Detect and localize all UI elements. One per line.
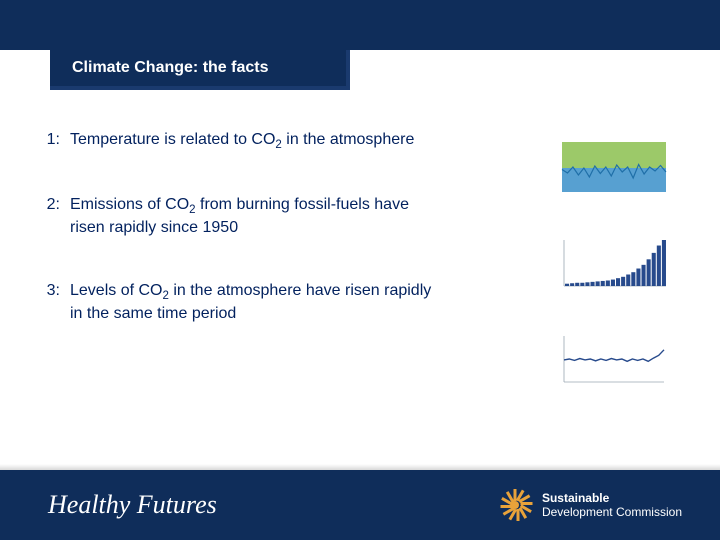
fact-text: Emissions of CO2 from burning fossil-fue… bbox=[66, 195, 440, 239]
chart-thumb bbox=[550, 330, 670, 392]
sdc-logo: Sustainable Development Commission bbox=[498, 488, 682, 522]
slide-title: Climate Change: the facts bbox=[72, 59, 268, 77]
chart-thumb bbox=[550, 138, 670, 200]
fact-text: Levels of CO2 in the atmosphere have ris… bbox=[66, 281, 440, 325]
facts-list: 1:Temperature is related to CO2 in the a… bbox=[40, 130, 440, 367]
fact-number: 3: bbox=[40, 281, 66, 325]
slide: Climate Change: the facts 1:Temperature … bbox=[0, 0, 720, 540]
fact-number: 1: bbox=[40, 130, 66, 153]
fact-item: 1:Temperature is related to CO2 in the a… bbox=[40, 130, 440, 153]
footer-bar: Healthy Futures Sustainable Development … bbox=[0, 470, 720, 540]
top-bar bbox=[0, 0, 720, 50]
sun-icon bbox=[498, 488, 532, 522]
fact-item: 3:Levels of CO2 in the atmosphere have r… bbox=[40, 281, 440, 325]
chart-thumb bbox=[550, 234, 670, 296]
fact-item: 2:Emissions of CO2 from burning fossil-f… bbox=[40, 195, 440, 239]
chart-thumbnails bbox=[550, 138, 670, 426]
sdc-line2: Development Commission bbox=[542, 505, 682, 519]
healthy-futures-logo: Healthy Futures bbox=[48, 490, 217, 520]
sdc-logo-text: Sustainable Development Commission bbox=[542, 491, 682, 520]
sdc-line1: Sustainable bbox=[542, 491, 682, 505]
slide-title-box: Climate Change: the facts bbox=[50, 50, 350, 90]
fact-text: Temperature is related to CO2 in the atm… bbox=[66, 130, 440, 153]
fact-number: 2: bbox=[40, 195, 66, 239]
